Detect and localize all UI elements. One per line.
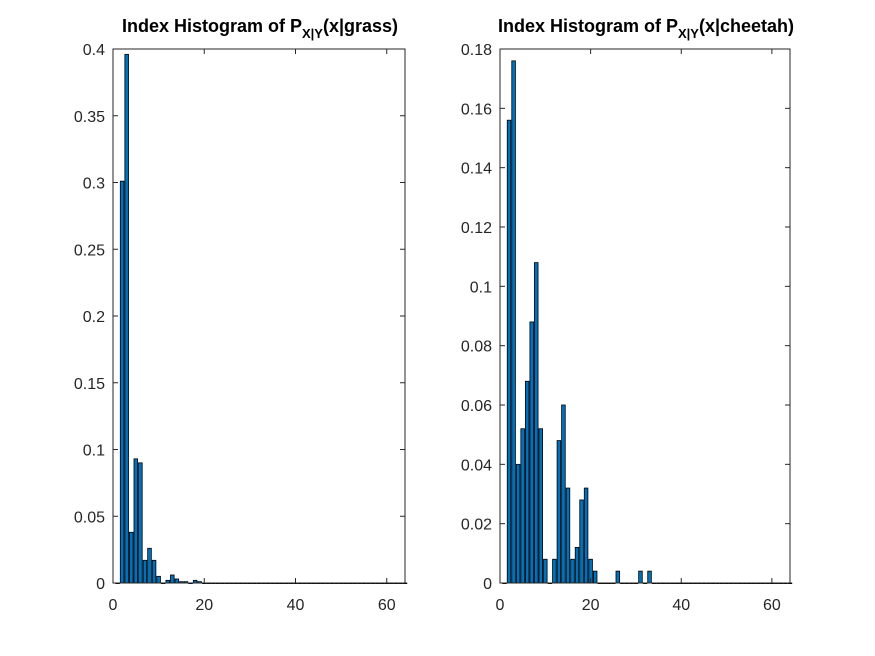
- cheetah-bar: [556, 440, 562, 584]
- cheetah-x-tick-label: 0: [496, 597, 505, 614]
- grass-y-tick-label: 0.1: [83, 443, 105, 460]
- grass-bar: [156, 575, 161, 584]
- cheetah-y-tick-label: 0.18: [461, 42, 492, 59]
- cheetah-bar: [552, 558, 557, 584]
- cheetah-bar: [506, 119, 512, 584]
- cheetah-x-tick-label: 60: [763, 597, 781, 614]
- cheetah-bar: [647, 570, 652, 584]
- grass-y-tick-label: 0.25: [74, 242, 105, 259]
- cheetah-bar: [561, 404, 566, 584]
- grass-bar: [147, 547, 152, 584]
- cheetah-bar: [574, 547, 580, 584]
- grass-bar: [151, 559, 157, 584]
- grass-y-tick-label: 0.35: [74, 109, 105, 126]
- cheetah-axes-box: [499, 48, 791, 584]
- grass-bar: [133, 458, 139, 584]
- cheetah-y-tick-label: 0.1: [470, 279, 492, 296]
- grass-y-axis: 0 0.05 0.1 0.15 0.2 0.25 0.3 0.35 0.4: [74, 42, 405, 593]
- grass-bar: [124, 53, 129, 584]
- cheetah-bar: [543, 558, 548, 584]
- cheetah-bar: [615, 570, 621, 584]
- cheetah-bar: [515, 463, 521, 584]
- cheetah-bar: [583, 487, 589, 584]
- grass-bar: [170, 574, 175, 584]
- cheetah-bar: [511, 60, 516, 584]
- cheetah-bar: [534, 262, 539, 584]
- grass-y-tick-label: 0: [96, 576, 105, 593]
- cheetah-y-tick-label: 0.04: [461, 457, 492, 474]
- cheetah-bar: [579, 499, 584, 584]
- grass-x-tick-label: 20: [195, 597, 213, 614]
- grass-y-tick-label: 0.4: [83, 42, 105, 59]
- grass-bar: [174, 578, 180, 584]
- grass-x-tick-label: 0: [109, 597, 118, 614]
- cheetah-bar: [529, 321, 534, 584]
- cheetah-x-tick-label: 40: [672, 597, 690, 614]
- cheetah-y-tick-label: 0.08: [461, 339, 492, 356]
- cheetah-x-tick-label: 20: [582, 597, 600, 614]
- cheetah-y-tick-label: 0.16: [461, 101, 492, 118]
- grass-y-tick-label: 0.2: [83, 309, 105, 326]
- grass-histogram-panel: Index Histogram of PX|Y(x|grass) 0 0.05 0.…: [74, 16, 408, 614]
- grass-y-tick-label: 0.05: [74, 509, 105, 526]
- cheetah-bar: [538, 428, 543, 584]
- cheetah-x-axis: 0 20 40 60: [496, 49, 781, 614]
- cheetah-bar: [565, 487, 571, 584]
- cheetah-y-axis: 0 0.02 0.04 0.06 0.08 0.1 0.12 0.14 0.16 0.18: [461, 42, 790, 593]
- grass-x-axis: 0 20 40 60: [109, 49, 396, 614]
- grass-x-tick-label: 60: [378, 597, 396, 614]
- grass-x-tick-label: 40: [287, 597, 305, 614]
- cheetah-y-tick-label: 0.14: [461, 161, 492, 178]
- grass-bar: [138, 462, 143, 584]
- grass-y-tick-label: 0.3: [83, 176, 105, 193]
- cheetah-y-tick-label: 0.02: [461, 517, 492, 534]
- grass-chart-title: Index Histogram of PX|Y(x|grass): [122, 16, 398, 41]
- cheetah-chart-title: Index Histogram of PX|Y(x|cheetah): [498, 16, 794, 41]
- cheetah-bar: [520, 428, 525, 584]
- cheetah-bar: [592, 570, 598, 584]
- grass-bar: [119, 180, 125, 584]
- cheetah-bar: [524, 380, 530, 584]
- grass-bar: [129, 531, 134, 584]
- cheetah-histogram-panel: Index Histogram of PX|Y(x|cheetah) 0 0.02…: [461, 16, 794, 614]
- grass-y-tick-label: 0.15: [74, 376, 105, 393]
- cheetah-bar: [570, 558, 575, 584]
- grass-bar: [142, 559, 148, 584]
- cheetah-bar: [638, 570, 643, 584]
- cheetah-y-tick-label: 0.12: [461, 220, 492, 237]
- cheetah-y-tick-label: 0: [483, 576, 492, 593]
- cheetah-y-tick-label: 0.06: [461, 398, 492, 415]
